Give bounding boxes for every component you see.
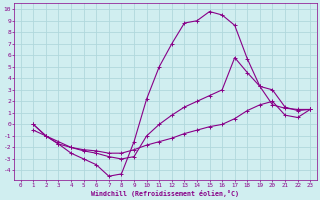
X-axis label: Windchill (Refroidissement éolien,°C): Windchill (Refroidissement éolien,°C) [92, 190, 239, 197]
